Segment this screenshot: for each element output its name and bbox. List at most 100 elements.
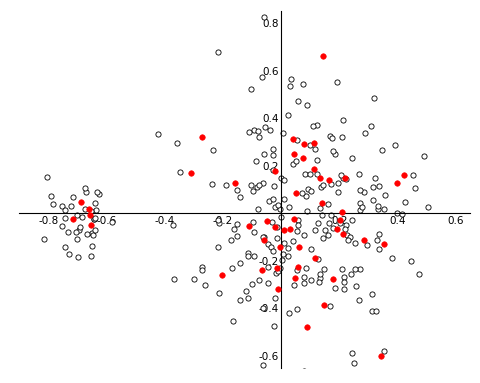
Point bbox=[83, 231, 91, 237]
Point bbox=[343, 222, 350, 228]
Point bbox=[300, 368, 308, 374]
Point bbox=[61, 206, 69, 213]
Point bbox=[88, 243, 96, 249]
Point bbox=[176, 169, 184, 175]
Point bbox=[261, 124, 269, 130]
Point bbox=[209, 147, 217, 153]
Point bbox=[373, 203, 381, 209]
Point bbox=[330, 276, 337, 282]
Point bbox=[360, 237, 367, 244]
Point bbox=[293, 306, 301, 312]
Point bbox=[169, 222, 177, 228]
Point bbox=[255, 134, 263, 141]
Point bbox=[216, 220, 223, 226]
Point bbox=[324, 219, 332, 226]
Point bbox=[285, 245, 292, 251]
Point bbox=[380, 206, 388, 212]
Point bbox=[290, 151, 298, 157]
Point bbox=[420, 153, 428, 159]
Point bbox=[335, 189, 342, 195]
Point bbox=[333, 226, 341, 232]
Point bbox=[332, 285, 339, 291]
Point bbox=[269, 248, 277, 254]
Point bbox=[267, 244, 275, 250]
Point bbox=[87, 222, 95, 228]
Point bbox=[270, 167, 277, 173]
Point bbox=[269, 152, 277, 158]
Point bbox=[277, 214, 285, 220]
Point bbox=[293, 267, 301, 273]
Point bbox=[77, 199, 84, 205]
Point bbox=[270, 183, 277, 189]
Point bbox=[300, 372, 307, 378]
Point bbox=[242, 288, 250, 294]
Point bbox=[222, 182, 230, 188]
Point bbox=[58, 203, 66, 209]
Point bbox=[218, 272, 226, 278]
Point bbox=[361, 130, 369, 136]
Point bbox=[334, 180, 342, 186]
Point bbox=[374, 206, 382, 212]
Point bbox=[311, 146, 319, 152]
Point bbox=[302, 265, 310, 271]
Point bbox=[294, 222, 302, 228]
Point bbox=[47, 193, 55, 200]
Point bbox=[69, 216, 77, 223]
Point bbox=[307, 171, 314, 177]
Point bbox=[415, 270, 423, 277]
Point bbox=[82, 189, 90, 195]
Point bbox=[295, 98, 302, 104]
Point bbox=[287, 226, 294, 232]
Point bbox=[311, 165, 318, 172]
Point bbox=[61, 215, 69, 221]
Point bbox=[260, 151, 268, 157]
Point bbox=[347, 270, 355, 277]
Point bbox=[349, 360, 357, 366]
Point bbox=[88, 229, 96, 236]
Point bbox=[299, 81, 307, 87]
Point bbox=[341, 175, 348, 182]
Point bbox=[91, 215, 98, 221]
Point bbox=[314, 255, 322, 262]
Point bbox=[214, 49, 222, 55]
Point bbox=[300, 280, 307, 286]
Point bbox=[348, 350, 355, 356]
Point bbox=[286, 310, 293, 316]
Point bbox=[92, 207, 100, 213]
Point bbox=[73, 212, 81, 218]
Point bbox=[270, 323, 277, 329]
Point bbox=[371, 175, 379, 182]
Point bbox=[340, 278, 348, 285]
Point bbox=[93, 189, 100, 195]
Point bbox=[237, 297, 244, 303]
Point bbox=[278, 257, 286, 263]
Point bbox=[95, 191, 103, 197]
Point bbox=[271, 295, 278, 301]
Point bbox=[73, 236, 81, 242]
Point bbox=[369, 308, 376, 314]
Point bbox=[355, 297, 362, 303]
Point bbox=[67, 203, 75, 210]
Point bbox=[306, 142, 313, 148]
Point bbox=[380, 241, 387, 247]
Point bbox=[330, 225, 337, 231]
Point bbox=[370, 197, 377, 203]
Point bbox=[274, 268, 282, 274]
Point bbox=[394, 180, 401, 186]
Point bbox=[380, 348, 387, 354]
Point bbox=[247, 182, 254, 188]
Point bbox=[250, 253, 257, 259]
Point bbox=[266, 127, 274, 133]
Point bbox=[233, 233, 241, 239]
Point bbox=[411, 185, 419, 192]
Point bbox=[375, 182, 383, 188]
Point bbox=[290, 282, 298, 288]
Point bbox=[356, 200, 364, 206]
Point bbox=[214, 244, 222, 250]
Point bbox=[268, 219, 276, 225]
Point bbox=[313, 121, 321, 128]
Point bbox=[87, 253, 95, 259]
Point bbox=[264, 280, 272, 286]
Point bbox=[289, 238, 297, 244]
Point bbox=[326, 133, 334, 139]
